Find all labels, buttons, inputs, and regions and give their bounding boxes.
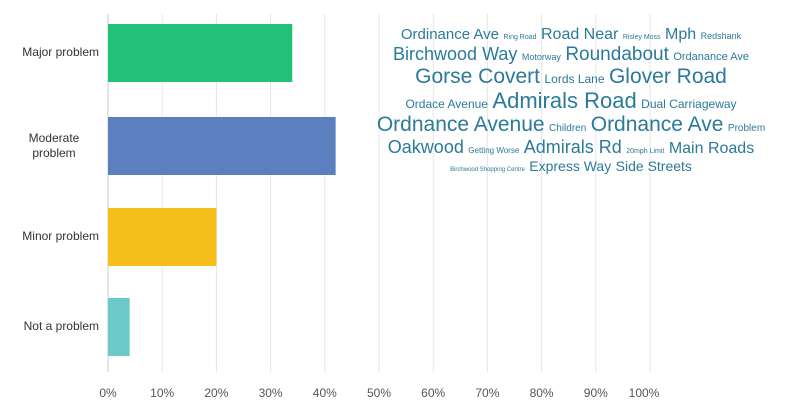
cloud-word: Redshank (700, 31, 742, 41)
cloud-word: Birchwood Way (393, 43, 518, 64)
category-label: Minor problem (22, 229, 99, 243)
cloud-word: Admirals Rd (523, 136, 622, 157)
bar-moderate-problem (108, 117, 336, 175)
cloud-word: Children (549, 123, 587, 135)
cloud-word: Ordace Avenue (405, 96, 488, 111)
cloud-word: Roundabout (565, 43, 669, 65)
cloud-word: Getting Worse (468, 145, 520, 155)
cloud-word: Ordnance Ave (590, 113, 724, 137)
cloud-word: 20mph Limit (626, 147, 665, 155)
cloud-word: Dual Carriageway (641, 96, 737, 111)
x-tick-label: 0% (99, 386, 117, 400)
x-tick-label: 70% (475, 386, 500, 400)
cloud-word: Admirals Road (492, 87, 637, 113)
cloud-word: Ring Road (503, 34, 537, 41)
cloud-word: Motorway (521, 51, 561, 62)
cloud-word: Birchwood Shopping Centre (450, 166, 525, 173)
x-tick-label: 90% (583, 386, 608, 400)
cloud-word: Problem (727, 123, 766, 135)
word-cloud: Ordinance Ave Ring Road Road Near Risley… (356, 26, 785, 176)
cloud-word: Mph (665, 26, 697, 43)
x-tick-label: 30% (258, 386, 283, 400)
x-tick-label: 100% (628, 386, 660, 400)
cloud-word: Risley Moss (622, 34, 661, 41)
x-tick-label: 50% (366, 386, 392, 400)
cloud-word: Oakwood (387, 136, 464, 157)
cloud-word: Ordinance Ave (400, 26, 499, 43)
cloud-word: Lords Lane (544, 72, 605, 87)
cloud-word: Gorse Covert (415, 65, 541, 89)
cloud-word: Main Roads (668, 139, 755, 157)
bar-major-problem (108, 24, 293, 82)
cloud-word: Side Streets (615, 157, 692, 174)
x-tick-label: 10% (150, 386, 175, 400)
x-tick-label: 80% (529, 386, 554, 400)
category-label: Not a problem (23, 319, 99, 333)
x-tick-label: 40% (312, 386, 337, 400)
bar-not-a-problem (108, 298, 130, 356)
category-label: Major problem (22, 45, 99, 59)
cloud-word: Ordanance Ave (673, 50, 749, 63)
cloud-word: Road Near (540, 26, 619, 43)
cloud-word: Glover Road (608, 65, 727, 89)
cloud-word: Express Way (529, 157, 612, 174)
category-label: Moderate problem (28, 131, 80, 160)
bar-minor-problem (108, 208, 217, 266)
x-tick-label: 60% (421, 386, 446, 400)
x-tick-label: 20% (204, 386, 229, 400)
cloud-word: Ordnance Avenue (376, 113, 545, 137)
